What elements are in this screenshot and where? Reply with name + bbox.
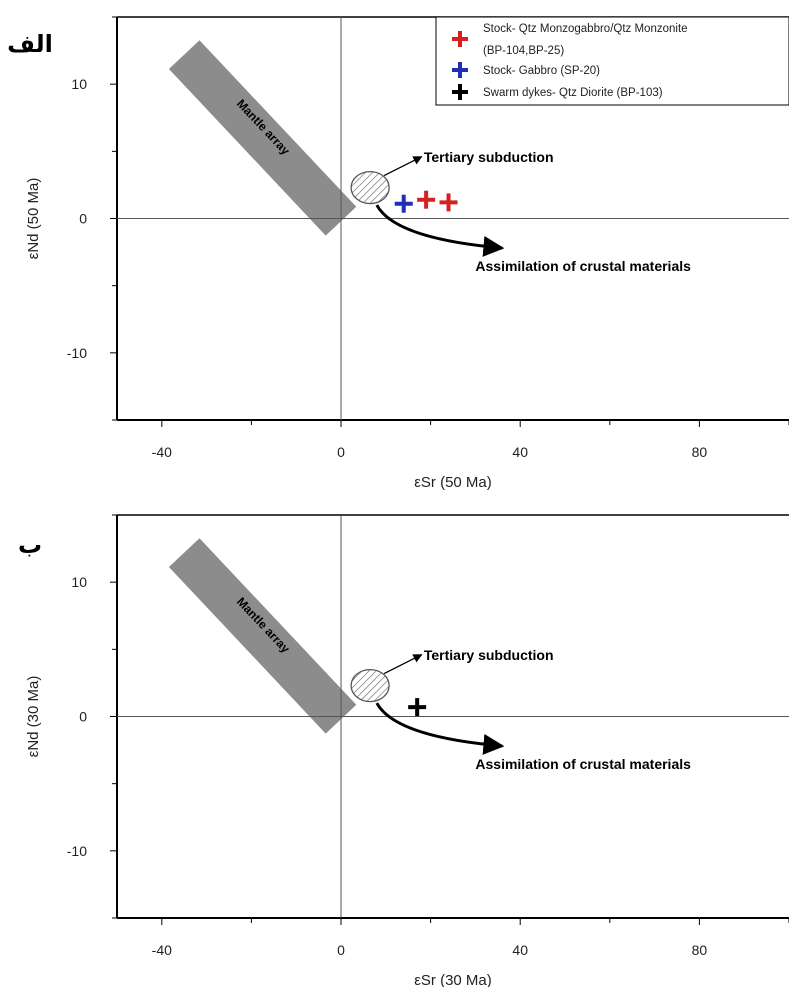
y-tick-label: 0 <box>79 211 87 227</box>
y-tick-label: 10 <box>71 76 87 92</box>
mantle-array-rect <box>168 40 357 236</box>
legend-marker <box>452 31 468 47</box>
x-axis-title: εSr (30 Ma) <box>414 972 492 987</box>
x-axis-title: εSr (50 Ma) <box>414 474 492 491</box>
subduction-label: Tertiary subduction <box>424 149 554 165</box>
panel-label: ب <box>18 531 42 559</box>
assimilation-label: Assimilation of crustal materials <box>475 258 691 274</box>
legend-box <box>435 16 789 106</box>
x-tick-label: 40 <box>512 942 528 958</box>
x-tick-label: -40 <box>152 444 172 460</box>
legend-marker <box>452 62 468 78</box>
data-point <box>439 193 458 212</box>
subduction-ellipse <box>350 170 390 205</box>
x-tick-label: -40 <box>152 942 172 958</box>
chart-panel-2: ب Mantle array -40 0 40 80 -10 0 10 εSr (30 Ma) εN… <box>18 514 789 989</box>
subduction-arrow <box>383 156 423 177</box>
data-point <box>408 698 427 717</box>
chart-panel-1: الف Mantle array -40 0 40 80 -10 0 10 εSr (50 Ma)… <box>7 16 789 491</box>
legend-label: Stock- Qtz Monzogabbro/Qtz Monzonite <box>483 23 688 35</box>
subduction-label: Tertiary subduction <box>424 647 554 663</box>
data-point <box>394 194 413 213</box>
legend: Stock- Qtz Monzogabbro/Qtz Monzonite (BP-… <box>435 16 789 106</box>
y-tick-label: 0 <box>79 709 87 725</box>
assimilation-label: Assimilation of crustal materials <box>475 756 691 772</box>
subduction-arrow <box>383 654 423 675</box>
x-tick-label: 40 <box>512 444 528 460</box>
mantle-array-band: Mantle array <box>168 40 357 236</box>
y-tick-label: -10 <box>67 345 87 361</box>
data-point <box>417 190 436 209</box>
legend-label: Swarm dykes- Qtz Diorite (BP-103) <box>483 87 663 99</box>
legend-label: Stock- Gabbro (SP-20) <box>483 65 600 77</box>
y-tick-label: 10 <box>71 574 87 590</box>
x-tick-label: 80 <box>692 444 708 460</box>
x-tick-label: 0 <box>337 444 345 460</box>
mantle-array-band: Mantle array <box>168 538 357 734</box>
assimilation-arrow <box>375 702 505 755</box>
x-tick-label: 80 <box>692 942 708 958</box>
y-axis-title: εNd (30 Ma) <box>25 676 42 758</box>
legend-marker <box>452 84 468 100</box>
y-axis-title: εNd (50 Ma) <box>25 178 42 260</box>
assimilation-arrow <box>375 204 505 257</box>
legend-label-line2: (BP-104,BP-25) <box>483 45 564 57</box>
mantle-array-rect <box>168 538 357 734</box>
panel-label: الف <box>7 30 53 58</box>
subduction-ellipse <box>350 668 390 703</box>
x-tick-label: 0 <box>337 942 345 958</box>
y-tick-label: -10 <box>67 843 87 859</box>
